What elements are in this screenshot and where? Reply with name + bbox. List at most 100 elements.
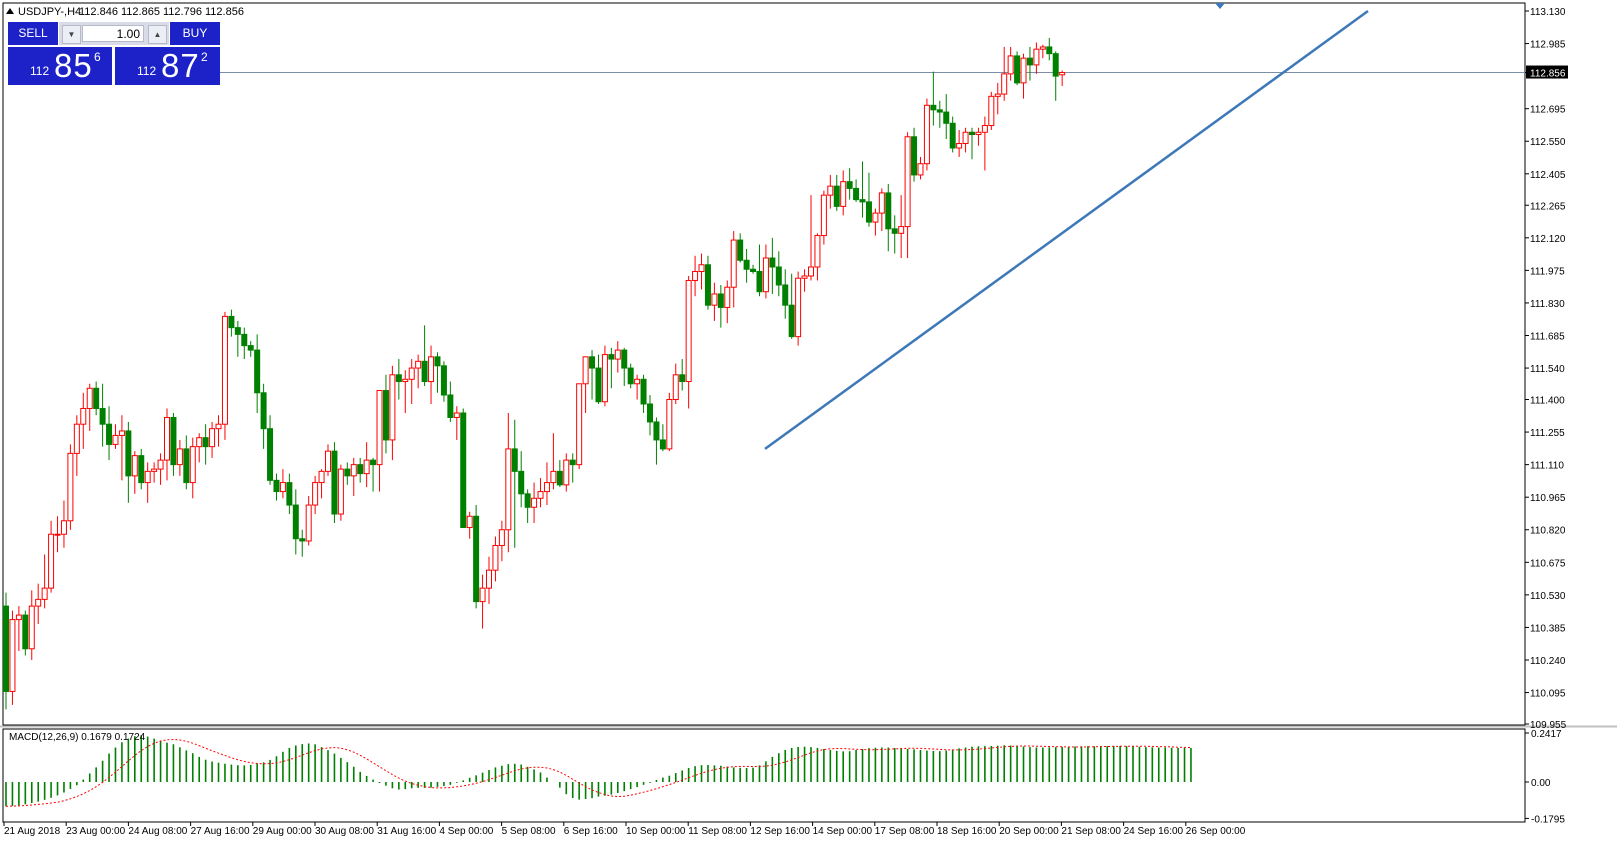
candle-body [138, 455, 145, 484]
candle-body [221, 315, 228, 425]
candle-body [402, 378, 409, 383]
price-tick-label: 110.675 [1530, 558, 1566, 569]
candle-body [15, 614, 22, 621]
candle-body [891, 228, 898, 234]
candle-body [878, 192, 885, 214]
candle-body [318, 470, 325, 484]
time-tick-label: 11 Sep 08:00 [688, 826, 747, 837]
candle-body [782, 284, 789, 306]
candle-body [228, 315, 235, 329]
trade-button-row: SELL ▼ ▲ BUY [8, 22, 220, 45]
candle-body [595, 367, 602, 403]
price-tick-label: 111.975 [1530, 266, 1565, 277]
candle-body [659, 439, 666, 450]
time-tick-label: 21 Sep 08:00 [1061, 826, 1121, 837]
candle-body [511, 448, 518, 472]
candle-body [859, 199, 866, 203]
candle-body [698, 264, 705, 272]
price-tick-label: 112.695 [1530, 105, 1566, 116]
candle-body [421, 360, 428, 383]
candle-body [531, 497, 538, 508]
candle-body [273, 479, 280, 493]
buy-price-box[interactable]: 112 87 2 [115, 47, 220, 85]
chevron-up-icon[interactable]: ▲ [148, 25, 167, 44]
candle-body [943, 111, 950, 124]
lot-size-input[interactable] [82, 25, 144, 42]
candle-body [653, 421, 660, 441]
time-tick-label: 24 Sep 16:00 [1124, 826, 1184, 837]
candle-body [904, 136, 911, 228]
candle-body [286, 482, 293, 506]
candle-body [492, 544, 499, 571]
arrow-marker-icon [1215, 3, 1225, 9]
candle-body [788, 304, 795, 338]
candle-body [808, 266, 814, 277]
candle-body [299, 538, 306, 542]
trendline[interactable] [764, 9, 1369, 450]
sell-price-box[interactable]: 112 85 6 [8, 47, 112, 85]
candle-body [99, 407, 106, 425]
candle-body [524, 493, 531, 508]
candle-body [627, 367, 634, 385]
sell-price-prefix: 112 [30, 64, 50, 78]
candle-body [473, 515, 480, 603]
candle-body [956, 142, 963, 149]
sell-button[interactable]: SELL [8, 22, 58, 45]
macd-tick-label: 0.00 [1531, 778, 1551, 789]
candle-body [917, 163, 924, 176]
macd-axis: 0.2417 0.00 -0.1795 [1525, 729, 1565, 825]
candle-body [1014, 55, 1021, 84]
candle-body [67, 452, 74, 522]
macd-tick-label: -0.1795 [1531, 814, 1565, 825]
candle-body [518, 470, 525, 495]
ohlc-readout: 112.846 112.865 112.796 112.856 [79, 6, 244, 18]
candle-body [41, 587, 48, 600]
triangle-up-icon [6, 8, 14, 14]
candle-body [1001, 73, 1008, 95]
candle-body [820, 194, 827, 237]
candle-body [756, 270, 763, 293]
time-tick-label: 14 Sep 00:00 [813, 826, 873, 837]
price-tick-label: 111.830 [1530, 299, 1565, 310]
price-tick-label: 112.265 [1530, 201, 1566, 212]
candle-body [9, 619, 16, 692]
trendline-segment[interactable] [764, 9, 1369, 450]
price-tick-label: 112.985 [1530, 40, 1566, 51]
price-tick-label: 111.110 [1530, 461, 1564, 472]
time-tick-label: 29 Aug 00:00 [253, 826, 312, 837]
candle-body [176, 448, 183, 466]
buy-button[interactable]: BUY [170, 22, 220, 45]
candle-body [106, 423, 113, 445]
time-axis[interactable]: 21 Aug 2018 23 Aug 00:00 24 Aug 08:00 27 Au… [3, 822, 1246, 837]
candle-body [183, 448, 190, 484]
price-axis[interactable]: 113.130 112.985 112.856 112.695 112.550 112.4… [1525, 7, 1568, 731]
candle-body [60, 520, 67, 535]
candle-body [543, 482, 550, 493]
candle-body [408, 367, 415, 380]
lot-size-control: ▼ ▲ [59, 22, 169, 45]
candle-body [440, 365, 447, 396]
candle-body [350, 464, 357, 477]
candle-body [730, 239, 737, 288]
candle-body [395, 374, 402, 383]
chevron-down-icon[interactable]: ▼ [62, 25, 81, 44]
candle-body [704, 264, 711, 306]
time-tick-label: 12 Sep 16:00 [750, 826, 810, 837]
candle-body [872, 212, 879, 223]
candle-body [814, 235, 821, 268]
candle-body [125, 430, 132, 477]
candle-body [337, 468, 344, 515]
time-tick-label: 18 Sep 16:00 [937, 826, 997, 837]
candle-body [73, 423, 80, 454]
candle-body [279, 482, 286, 493]
candle-body [911, 136, 918, 176]
sell-price-sup: 6 [94, 50, 101, 64]
candle-body [189, 446, 196, 484]
candle-body [550, 470, 557, 484]
candle-body [865, 201, 872, 223]
candle-body [54, 533, 61, 536]
time-tick-label: 23 Aug 00:00 [66, 826, 125, 837]
candle-body [1046, 46, 1053, 55]
candle-body [357, 464, 364, 475]
